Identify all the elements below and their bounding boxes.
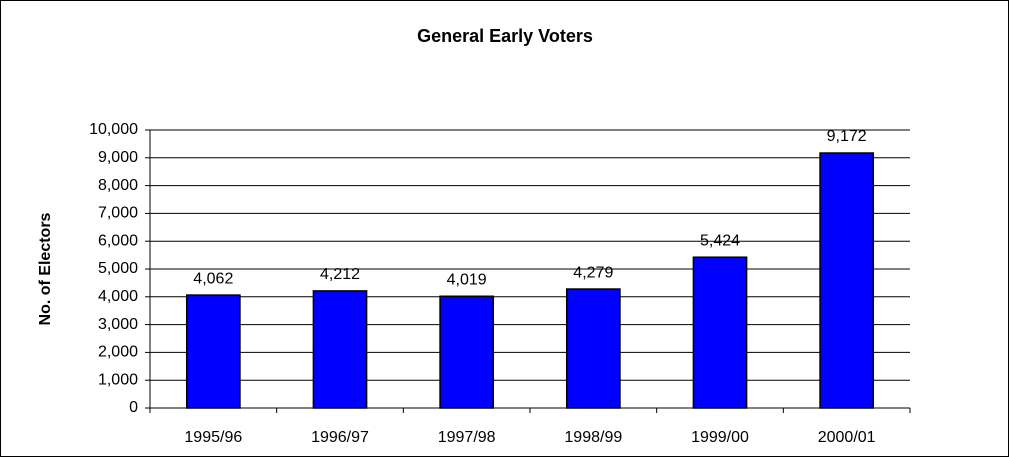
bar (819, 152, 875, 409)
y-tick-label: 7,000 (98, 205, 138, 222)
data-label: 4,279 (573, 264, 613, 281)
x-tick-label: 1997/98 (438, 429, 496, 446)
x-tick-label: 1998/99 (564, 429, 622, 446)
x-tick-label: 1999/00 (691, 429, 749, 446)
data-label: 4,062 (193, 270, 233, 287)
bar (185, 294, 241, 409)
x-tick-label: 1996/97 (311, 429, 369, 446)
y-tick-label: 2,000 (98, 344, 138, 361)
x-tick-label: 2000/01 (818, 429, 876, 446)
y-tick-label: 8,000 (98, 177, 138, 194)
bar (312, 290, 368, 409)
data-label: 4,019 (447, 271, 487, 288)
y-tick-label: 4,000 (98, 288, 138, 305)
y-axis-label: No. of Electors (37, 212, 54, 325)
y-tick-label: 9,000 (98, 149, 138, 166)
bar (565, 288, 621, 409)
data-label: 9,172 (827, 128, 867, 145)
bar (692, 256, 748, 409)
bar (439, 295, 495, 409)
y-tick-label: 5,000 (98, 260, 138, 277)
y-tick-label: 1,000 (98, 371, 138, 388)
y-tick-label: 3,000 (98, 316, 138, 333)
y-tick-label: 0 (129, 399, 138, 416)
x-tick-label: 1995/96 (184, 429, 242, 446)
data-label: 4,212 (320, 266, 360, 283)
chart-title: General Early Voters (417, 26, 593, 46)
y-tick-label: 6,000 (98, 232, 138, 249)
data-label: 5,424 (700, 232, 740, 249)
y-tick-label: 10,000 (89, 121, 138, 138)
